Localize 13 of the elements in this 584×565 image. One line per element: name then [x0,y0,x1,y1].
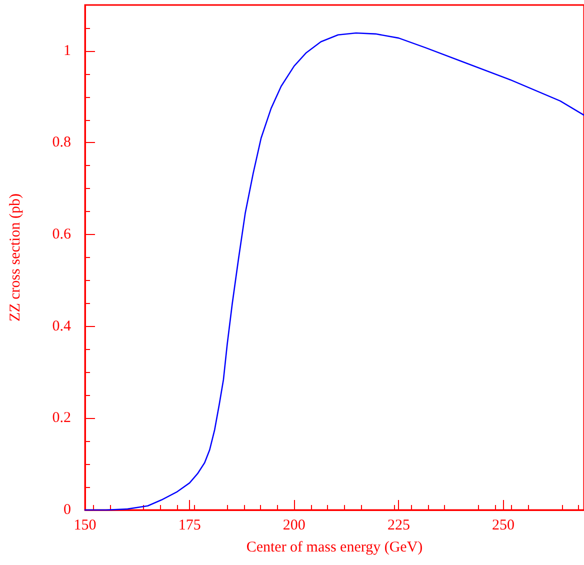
x-tick-label: 250 [492,518,515,534]
y-axis-title: ZZ cross section (pb) [8,194,24,322]
y-tick-label: 1 [64,42,71,59]
x-axis-title: Center of mass energy (GeV) [246,540,423,556]
x-tick-label: 175 [178,518,201,534]
x-tick-label: 200 [282,518,306,534]
y-tick-label: 0.2 [52,410,71,426]
x-tick-label: 225 [387,518,410,534]
y-tick-label: 0 [64,502,71,518]
y-tick-label: 0.4 [52,318,72,334]
x-tick-label: 150 [74,518,96,534]
y-tick-label: 0.6 [52,226,72,243]
y-tick-label: 0.8 [52,134,71,151]
